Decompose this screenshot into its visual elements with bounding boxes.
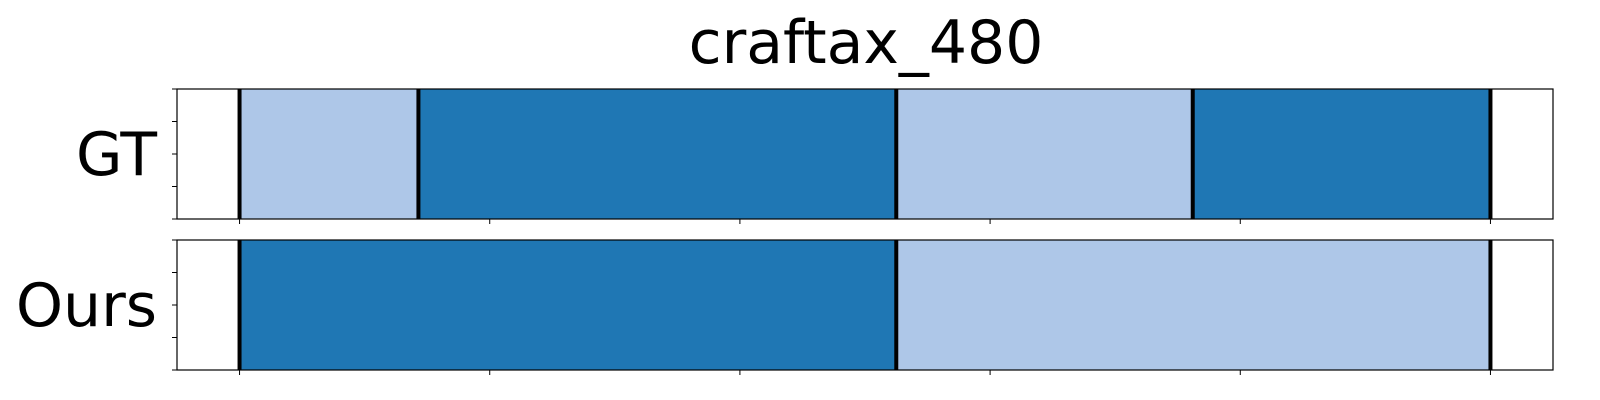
panels: GT Ours [16,88,1554,375]
panel-ours: Ours [16,239,1554,375]
segment-ours-1 [239,240,897,370]
row-label-gt: GT [76,120,157,190]
row-label-ours: Ours [16,271,157,341]
segment-ours-2 [896,240,1491,370]
chart-title: craftax_480 [689,8,1044,78]
panel-gt: GT [76,88,1554,224]
segment-gt-2 [418,89,897,219]
segment-gt-1 [239,89,419,219]
segment-gt-3 [896,89,1193,219]
segment-gt-4 [1192,89,1491,219]
